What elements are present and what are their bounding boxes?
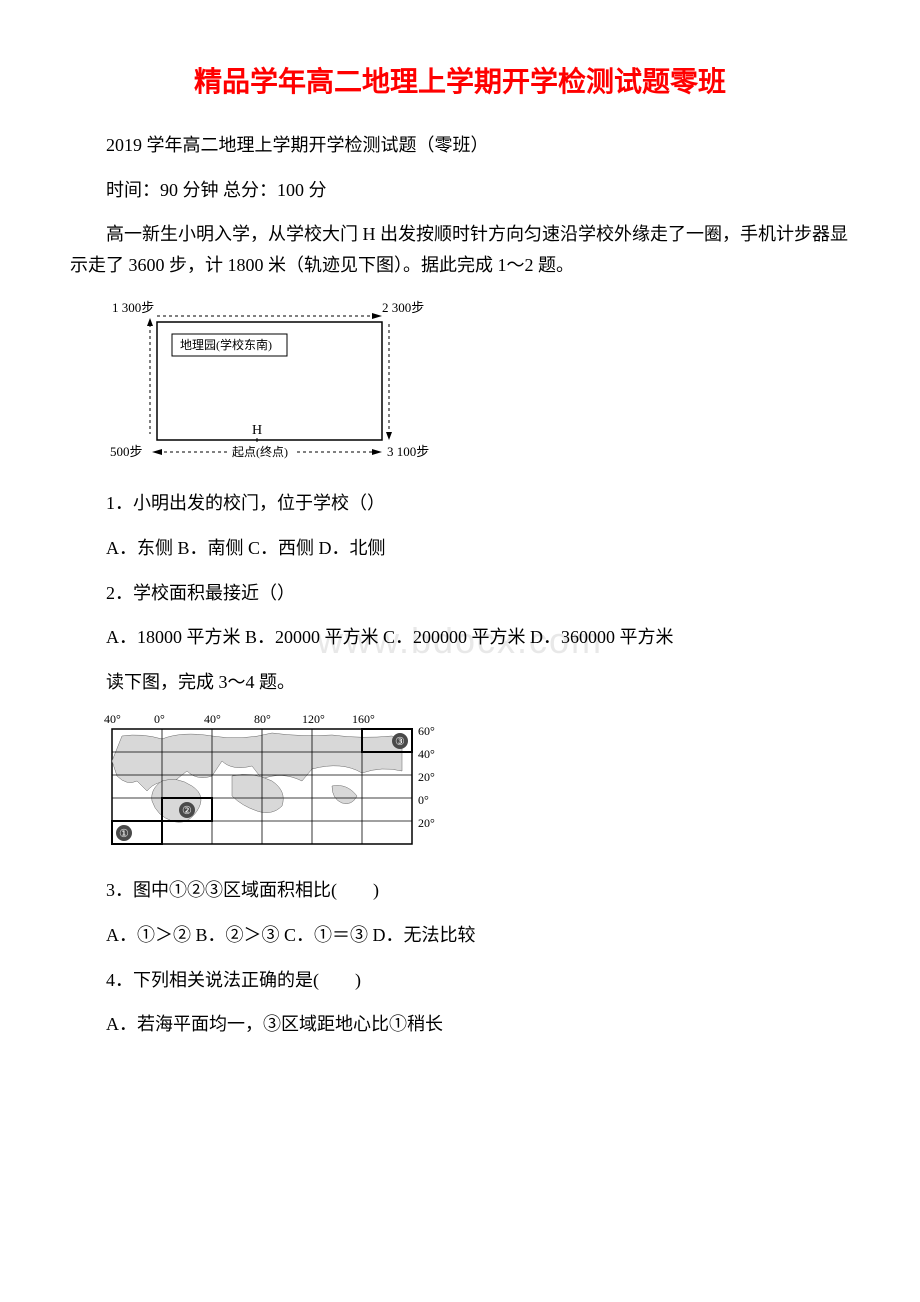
fig2-lat-1: 40°: [418, 747, 435, 761]
question-3: 3．图中①②③区域面积相比( ): [70, 875, 850, 906]
fig1-label-tr: 2 300步: [382, 300, 424, 315]
fig1-label-bl: 500步: [110, 444, 143, 459]
question-1-options: A．东侧 B．南侧 C．西侧 D．北侧: [70, 533, 850, 564]
figure-2-map: 40° 0° 40° 80° 120° 160° ①: [102, 711, 850, 861]
question-3-options: A．①＞② B．②＞③ C．①＝③ D．无法比较: [70, 920, 850, 951]
fig2-lat-2: 20°: [418, 770, 435, 784]
fig2-lon-5: 160°: [352, 712, 375, 726]
question-4-options: A．若海平面均一，③区域距地心比①稍长: [70, 1009, 850, 1040]
fig2-lat-3: 0°: [418, 793, 429, 807]
subtitle-text: 2019 学年高二地理上学期开学检测试题（零班）: [70, 130, 850, 161]
fig2-marker-2: ②: [182, 805, 192, 817]
intro-paragraph: 高一新生小明入学，从学校大门 H 出发按顺时针方向匀速沿学校外缘走了一圈，手机计…: [70, 219, 850, 280]
document-title: 精品学年高二地理上学期开学检测试题零班: [70, 60, 850, 100]
question-1: 1．小明出发的校门，位于学校（）: [70, 488, 850, 519]
fig2-lon-0: 40°: [104, 712, 121, 726]
fig2-lon-4: 120°: [302, 712, 325, 726]
timing-text: 时间：90 分钟 总分：100 分: [70, 175, 850, 206]
fig1-garden-label: 地理园(学校东南): [180, 337, 272, 352]
fig2-lon-3: 80°: [254, 712, 271, 726]
question-4: 4．下列相关说法正确的是( ): [70, 965, 850, 996]
fig2-lat-0: 60°: [418, 724, 435, 738]
question-2-options: A．18000 平方米 B．20000 平方米 C．200000 平方米 D．3…: [70, 622, 850, 653]
question-2: 2．学校面积最接近（）: [70, 578, 850, 609]
fig2-lat-4: 20°: [418, 816, 435, 830]
fig2-marker-3: ③: [395, 736, 405, 748]
fig2-marker-1: ①: [119, 828, 129, 840]
fig1-H-label: H: [252, 423, 262, 438]
figure-1-school: 1 300步 2 300步 地理园(学校东南) H 500步 起点(终点) 3 …: [102, 294, 850, 474]
fig2-lon-2: 40°: [204, 712, 221, 726]
fig1-label-bc: 起点(终点): [232, 444, 288, 459]
document-content: 精品学年高二地理上学期开学检测试题零班 2019 学年高二地理上学期开学检测试题…: [70, 60, 850, 1040]
fig1-label-br: 3 100步: [387, 444, 429, 459]
fig1-label-tl: 1 300步: [112, 300, 154, 315]
intro-2: 读下图，完成 3～4 题。: [70, 667, 850, 698]
fig2-lon-1: 0°: [154, 712, 165, 726]
